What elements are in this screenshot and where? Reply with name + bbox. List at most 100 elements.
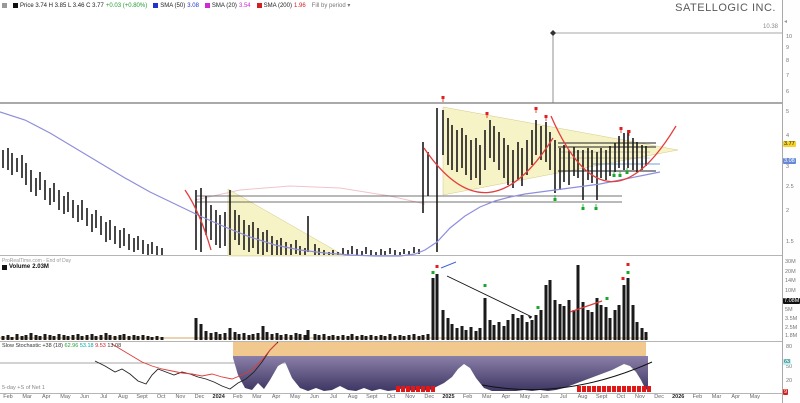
- signal-green-icon: [581, 207, 585, 210]
- oscillator-red-line: [111, 342, 278, 380]
- alert-block: [632, 386, 636, 392]
- volume-bar: [608, 318, 612, 340]
- volume-bar: [379, 335, 383, 340]
- signal-red-icon: [627, 130, 631, 133]
- price-bar: [2, 150, 4, 168]
- legend-item[interactable]: Price 3.74 H 3.85 L 3.46 C 3.77 +0.03 (+…: [13, 3, 147, 9]
- spike-diamond-icon: [550, 30, 556, 36]
- symbol-title: SATELLOGIC INC.: [675, 2, 776, 14]
- volume-bar: [341, 335, 345, 340]
- price-bar: [489, 120, 491, 158]
- price-bar: [465, 135, 467, 175]
- volume-tick-label: 3.5M: [785, 316, 798, 322]
- volume-blue-segment: [440, 261, 457, 269]
- price-bar: [470, 140, 472, 180]
- legend-swatch-icon: [13, 3, 18, 8]
- signal-red-icon: [441, 96, 445, 99]
- time-axis[interactable]: Feb Mar Apr May Jun Jul Aug Sept Oct Nov Dec 2024 Fe…: [0, 394, 782, 403]
- month-label: Apr: [271, 394, 281, 400]
- volume-bar: [336, 336, 340, 340]
- price-bar: [568, 150, 570, 185]
- price-bar: [517, 142, 519, 180]
- legend-item[interactable]: SMA (50) 3.08: [153, 3, 199, 9]
- price-bar: [11, 153, 13, 175]
- volume-bar: [534, 315, 538, 340]
- volume-bar: [265, 332, 269, 340]
- volume-bar: [242, 333, 246, 340]
- volume-red-segment: [569, 300, 603, 313]
- stoch-legend-text: 62.96: [64, 343, 80, 349]
- volume-bar: [364, 336, 368, 340]
- volume-bar: [441, 310, 445, 340]
- volume-bar: [539, 310, 543, 340]
- month-label: Aug: [117, 394, 128, 400]
- volume-bar: [567, 300, 571, 340]
- volume-signal-red-icon: [626, 263, 630, 266]
- volume-bar: [525, 322, 529, 340]
- volume-bar: [80, 336, 84, 340]
- legend-item[interactable]: Fill by period ▾: [312, 2, 351, 9]
- volume-bar: [317, 335, 321, 340]
- indicator-legend[interactable]: Price 3.74 H 3.85 L 3.46 C 3.77 +0.03 (+…: [2, 1, 350, 10]
- axis-collapse-icon[interactable]: ◂: [784, 19, 788, 25]
- price-bar: [627, 130, 629, 168]
- volume-bar: [303, 335, 307, 340]
- price-tick-label: 2.5: [786, 184, 794, 190]
- volume-bar: [48, 335, 52, 340]
- month-label: Sept: [136, 394, 148, 400]
- signal-red-icon: [544, 115, 548, 118]
- month-label: Feb: [233, 394, 243, 400]
- bottom-indicator-legend[interactable]: 5-day +S of Net 1: [2, 385, 45, 391]
- price-bar: [422, 142, 424, 213]
- price-bar: [484, 130, 486, 170]
- price-bar: [521, 148, 523, 186]
- price-axis-strip[interactable]: [782, 0, 800, 403]
- month-label: Mar: [711, 394, 722, 400]
- volume-bar: [369, 335, 373, 340]
- legend-item[interactable]: [2, 3, 7, 8]
- volume-bar: [218, 334, 222, 340]
- price-tick-label: 3: [786, 164, 790, 170]
- volume-bar: [127, 336, 131, 340]
- volume-bar: [24, 335, 28, 340]
- volume-bar: [631, 305, 635, 340]
- price-bar: [577, 150, 579, 178]
- volume-legend[interactable]: Volume 2.03M: [2, 264, 49, 270]
- price-bar: [262, 232, 264, 255]
- price-bar: [215, 210, 217, 245]
- price-bar: [559, 148, 561, 190]
- price-bar: [67, 192, 69, 212]
- month-label: Oct: [156, 394, 166, 400]
- price-bar: [307, 216, 309, 252]
- volume-bar: [421, 335, 425, 340]
- stochastic-legend[interactable]: Slow Stochastic +38 (18) 62.96 53.18 9.5…: [2, 343, 121, 349]
- price-bar: [123, 228, 125, 246]
- legend-item[interactable]: SMA (20) 3.54: [204, 3, 251, 9]
- volume-bar: [233, 332, 237, 340]
- volume-bar: [85, 335, 89, 340]
- price-bar: [318, 248, 320, 255]
- month-label: May: [60, 394, 71, 400]
- volume-bar: [474, 331, 478, 340]
- alert-block: [622, 386, 626, 392]
- price-bar: [535, 120, 537, 155]
- price-bar: [151, 242, 153, 254]
- price-bar: [276, 240, 278, 255]
- volume-tick-label: 14M: [785, 278, 796, 284]
- volume-bar: [562, 306, 566, 340]
- volume-bar: [455, 328, 459, 340]
- alert-block: [406, 386, 410, 392]
- volume-signal-green-icon: [605, 297, 609, 300]
- month-label: Jun: [309, 394, 319, 400]
- price-bar: [549, 132, 551, 170]
- legend-item[interactable]: SMA (200) 1.96: [256, 3, 306, 9]
- price-bar: [295, 240, 297, 254]
- volume-bar: [298, 334, 302, 340]
- volume-bar: [548, 280, 552, 340]
- volume-bar: [108, 335, 112, 340]
- alert-block: [421, 386, 425, 392]
- volume-bar: [104, 333, 108, 340]
- month-label: Nov: [635, 394, 645, 400]
- price-bar: [408, 251, 410, 255]
